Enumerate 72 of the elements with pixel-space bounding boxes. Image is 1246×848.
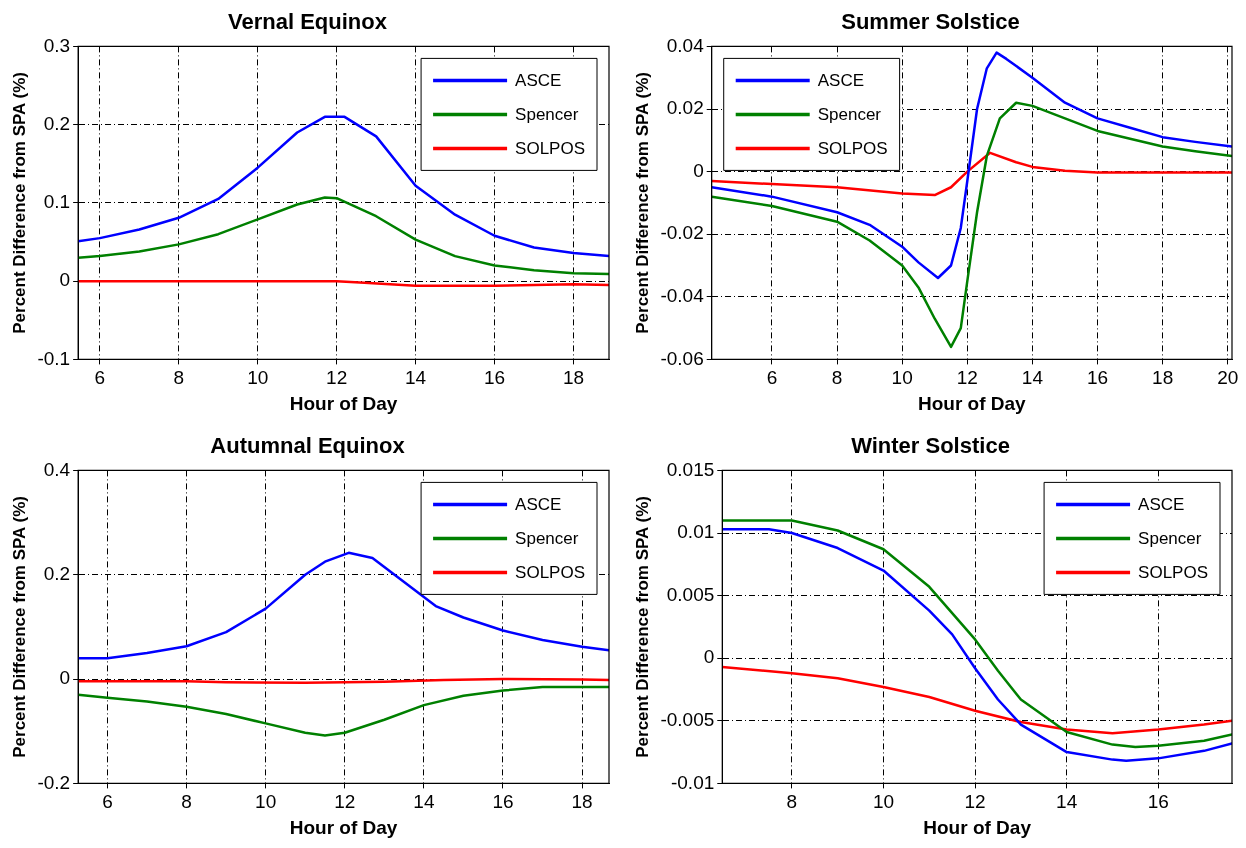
y-tick-label: 0 [59, 269, 71, 291]
x-tick-label: 12 [326, 367, 348, 389]
legend-label: Spencer [515, 529, 579, 549]
y-tick-label: 0.02 [666, 97, 704, 119]
x-tick-label: 16 [483, 367, 506, 389]
y-tick-label: -0.02 [660, 222, 704, 244]
legend-label: SOLPOS [1138, 563, 1208, 583]
x-tick-label: 12 [956, 367, 978, 389]
y-axis-title: Percent Difference from SPA (%) [632, 496, 652, 758]
x-tick-label: 8 [831, 367, 843, 389]
x-tick-label: 10 [872, 791, 895, 813]
chart-title: Summer Solstice [841, 9, 1020, 35]
legend-label: ASCE [515, 71, 562, 91]
x-axis-title: Hour of Day [289, 392, 398, 414]
x-tick-label: 10 [255, 791, 277, 813]
x-tick-label: 10 [891, 367, 913, 389]
y-tick-label: 0 [703, 646, 715, 668]
y-tick-label: 0.2 [43, 112, 71, 134]
x-tick-label: 18 [1152, 367, 1174, 389]
chart-title: Vernal Equinox [228, 9, 388, 35]
y-tick-label: 0.1 [43, 191, 71, 213]
y-tick-label: -0.04 [660, 285, 705, 307]
x-tick-label: 18 [571, 791, 593, 813]
chart-title: Autumnal Equinox [210, 433, 406, 459]
legend-label: SOLPOS [515, 563, 585, 583]
y-axis-title: Percent Difference from SPA (%) [632, 72, 652, 334]
y-axis-title: Percent Difference from SPA (%) [9, 72, 29, 334]
x-tick-label: 16 [1086, 367, 1109, 389]
y-axis-title: Percent Difference from SPA (%) [9, 496, 29, 758]
x-tick-label: 20 [1217, 367, 1239, 389]
x-tick-label: 12 [964, 791, 986, 813]
legend-label: Spencer [817, 105, 882, 125]
y-tick-label: 0.01 [677, 521, 715, 543]
y-tick-label: 0 [59, 667, 71, 689]
x-tick-label: 8 [181, 791, 192, 813]
x-tick-label: 16 [1147, 791, 1169, 813]
legend-label: SOLPOS [817, 139, 888, 159]
legend-label: ASCE [515, 495, 562, 515]
y-tick-label: 0.005 [666, 583, 715, 605]
x-tick-label: 14 [1021, 367, 1044, 389]
y-tick-label: -0.06 [660, 347, 704, 369]
x-axis-title: Hour of Day [289, 816, 398, 838]
x-tick-label: 16 [492, 791, 514, 813]
x-tick-label: 6 [766, 367, 778, 389]
y-tick-label: -0.2 [37, 771, 71, 793]
x-axis-title: Hour of Day [923, 816, 1032, 838]
x-tick-label: 8 [786, 791, 798, 813]
legend-label: SOLPOS [515, 139, 585, 159]
x-tick-label: 14 [405, 367, 427, 389]
y-tick-label: 0.04 [666, 34, 705, 56]
y-tick-label: -0.005 [660, 709, 715, 731]
y-tick-label: 0.3 [43, 34, 71, 56]
legend-label: ASCE [817, 71, 864, 91]
legend-label: Spencer [1138, 529, 1202, 549]
x-axis-title: Hour of Day [918, 392, 1027, 414]
legend-label: Spencer [515, 105, 579, 125]
y-tick-label: 0.2 [43, 562, 71, 584]
x-tick-label: 18 [562, 367, 585, 389]
chart-title: Winter Solstice [851, 433, 1010, 459]
x-tick-label: 14 [413, 791, 435, 813]
y-tick-label: 0 [693, 159, 704, 181]
x-tick-label: 10 [247, 367, 269, 389]
y-tick-label: -0.01 [670, 771, 715, 793]
x-tick-label: 14 [1056, 791, 1078, 813]
y-tick-label: -0.1 [37, 347, 71, 369]
y-tick-label: 0.015 [666, 458, 715, 480]
x-tick-label: 8 [173, 367, 185, 389]
x-tick-label: 12 [334, 791, 356, 813]
x-tick-label: 6 [94, 367, 106, 389]
y-tick-label: 0.4 [43, 458, 71, 480]
x-tick-label: 6 [102, 791, 113, 813]
legend-label: ASCE [1138, 495, 1185, 515]
